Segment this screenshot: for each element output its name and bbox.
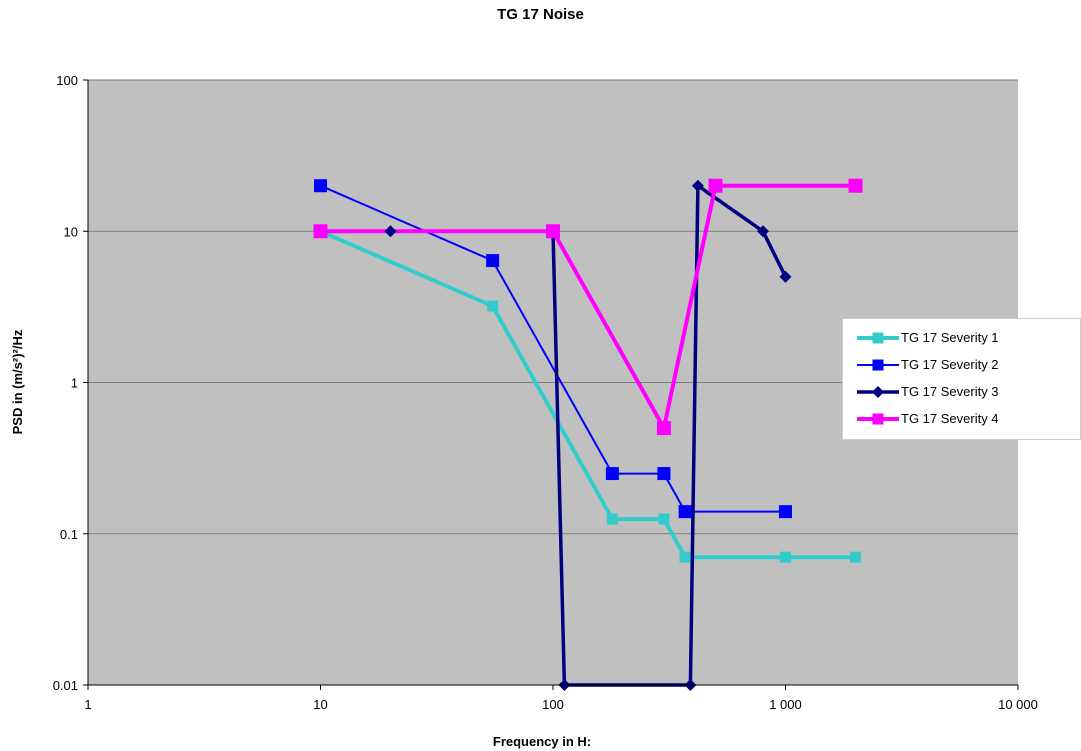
- legend-label: TG 17 Severity 2: [901, 357, 999, 372]
- legend-label: TG 17 Severity 3: [901, 384, 999, 399]
- data-point-severity-4: [656, 421, 671, 436]
- data-point-severity-1: [849, 551, 861, 563]
- y-axis-title: PSD in (m/s²)²/Hz: [10, 329, 25, 434]
- x-tick-label: 10 000: [998, 697, 1038, 712]
- axis-ticks: 0.01 0.1 1 10 100 1 10 100 1 000 10 000: [53, 73, 1038, 712]
- x-tick-label: 1: [84, 697, 91, 712]
- data-point-severity-2: [779, 505, 792, 519]
- legend-label: TG 17 Severity 4: [901, 411, 999, 426]
- data-point-severity-3: [756, 225, 769, 238]
- x-tick-label: 100: [542, 697, 564, 712]
- legend-item-severity-4: TG 17 Severity 4: [843, 409, 1081, 429]
- data-point-severity-3: [384, 225, 397, 238]
- data-point-severity-2: [657, 467, 671, 481]
- data-point-severity-4: [313, 224, 328, 239]
- data-point-severity-1: [606, 513, 618, 525]
- legend-marker-severity-4: [872, 413, 884, 425]
- data-point-severity-4: [848, 178, 863, 193]
- y-tick-label: 100: [56, 73, 78, 88]
- data-point-severity-3: [779, 270, 792, 283]
- y-tick-label: 0.01: [53, 678, 78, 693]
- legend-item-severity-2: TG 17 Severity 2: [843, 355, 1081, 375]
- data-point-severity-2: [314, 179, 327, 193]
- series-line-severity-2: [320, 184, 786, 513]
- data-point-severity-1: [780, 551, 791, 563]
- legend-swatch-severity-3: [857, 386, 899, 398]
- legend-swatch-severity-2: [857, 359, 899, 371]
- x-axis-title: Frequency in H:: [493, 734, 591, 749]
- series-markers: [313, 178, 863, 691]
- legend-item-severity-1: TG 17 Severity 1: [843, 328, 1081, 348]
- legend-item-severity-3: TG 17 Severity 3: [843, 382, 1081, 402]
- data-point-severity-4: [546, 224, 560, 239]
- legend-marker-severity-1: [872, 332, 884, 344]
- data-point-severity-4: [708, 178, 723, 193]
- data-point-severity-2: [605, 467, 619, 481]
- legend-label: TG 17 Severity 1: [901, 330, 999, 345]
- legend-marker-severity-3: [872, 386, 884, 398]
- data-point-severity-1: [658, 513, 670, 525]
- legend-marker-severity-2: [872, 359, 884, 371]
- data-point-severity-1: [487, 300, 499, 312]
- x-tick-label: 1 000: [769, 697, 802, 712]
- data-point-severity-3: [691, 179, 704, 192]
- y-tick-label: 10: [64, 224, 78, 239]
- chart-title: TG 17 Noise: [497, 6, 584, 23]
- data-point-severity-2: [678, 505, 692, 519]
- legend: TG 17 Severity 1 TG 17 Severity 2 TG 17 Se…: [842, 318, 1081, 440]
- legend-swatch-severity-1: [857, 332, 899, 344]
- legend-swatch-severity-4: [857, 413, 899, 425]
- data-point-severity-2: [486, 254, 500, 268]
- x-tick-label: 10: [313, 697, 327, 712]
- y-tick-label: 1: [71, 376, 78, 391]
- data-point-severity-1: [679, 551, 691, 563]
- y-tick-label: 0.1: [60, 527, 78, 542]
